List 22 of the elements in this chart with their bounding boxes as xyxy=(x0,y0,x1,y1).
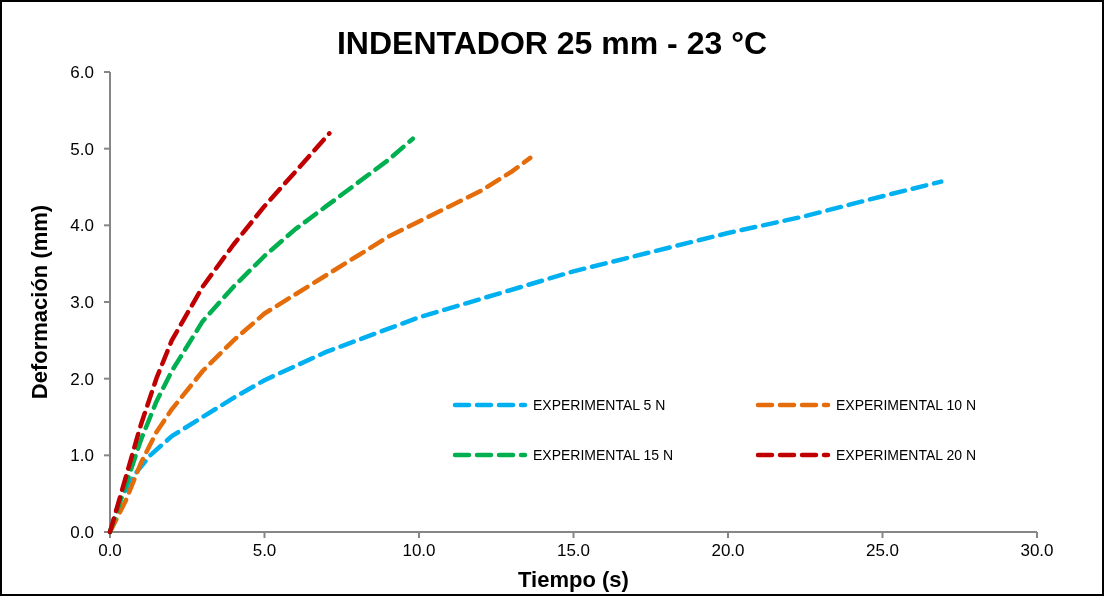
x-tick-label: 10.0 xyxy=(402,541,436,560)
y-tick-label: 3.0 xyxy=(70,293,94,312)
x-tick-label: 20.0 xyxy=(711,541,745,560)
x-tick-label: 0.0 xyxy=(98,541,122,560)
legend-label: EXPERIMENTAL 10 N xyxy=(836,397,977,413)
legend-label: EXPERIMENTAL 15 N xyxy=(533,447,674,463)
y-tick-label: 4.0 xyxy=(70,216,94,236)
chart-title: INDENTADOR 25 mm - 23 °C xyxy=(336,25,768,61)
legend-label: EXPERIMENTAL 5 N xyxy=(533,397,666,413)
line-series xyxy=(107,131,332,535)
x-tick-label: 25.0 xyxy=(865,541,900,560)
y-tick-label: 6.0 xyxy=(70,63,94,82)
x-tick-label: 30.0 xyxy=(1020,541,1054,560)
y-tick-label: 2.0 xyxy=(70,369,94,389)
x-tick-label: 5.0 xyxy=(252,541,277,560)
y-tick-label: 5.0 xyxy=(70,139,94,159)
y-tick-label: 0.0 xyxy=(70,523,94,542)
y-axis-title: Deformación (mm) xyxy=(27,204,52,400)
x-axis-title: Tiempo (s) xyxy=(518,567,629,592)
x-tick-label: 15.0 xyxy=(556,541,591,560)
legend-label: EXPERIMENTAL 20 N xyxy=(836,447,977,463)
y-tick-label: 1.0 xyxy=(70,446,94,466)
